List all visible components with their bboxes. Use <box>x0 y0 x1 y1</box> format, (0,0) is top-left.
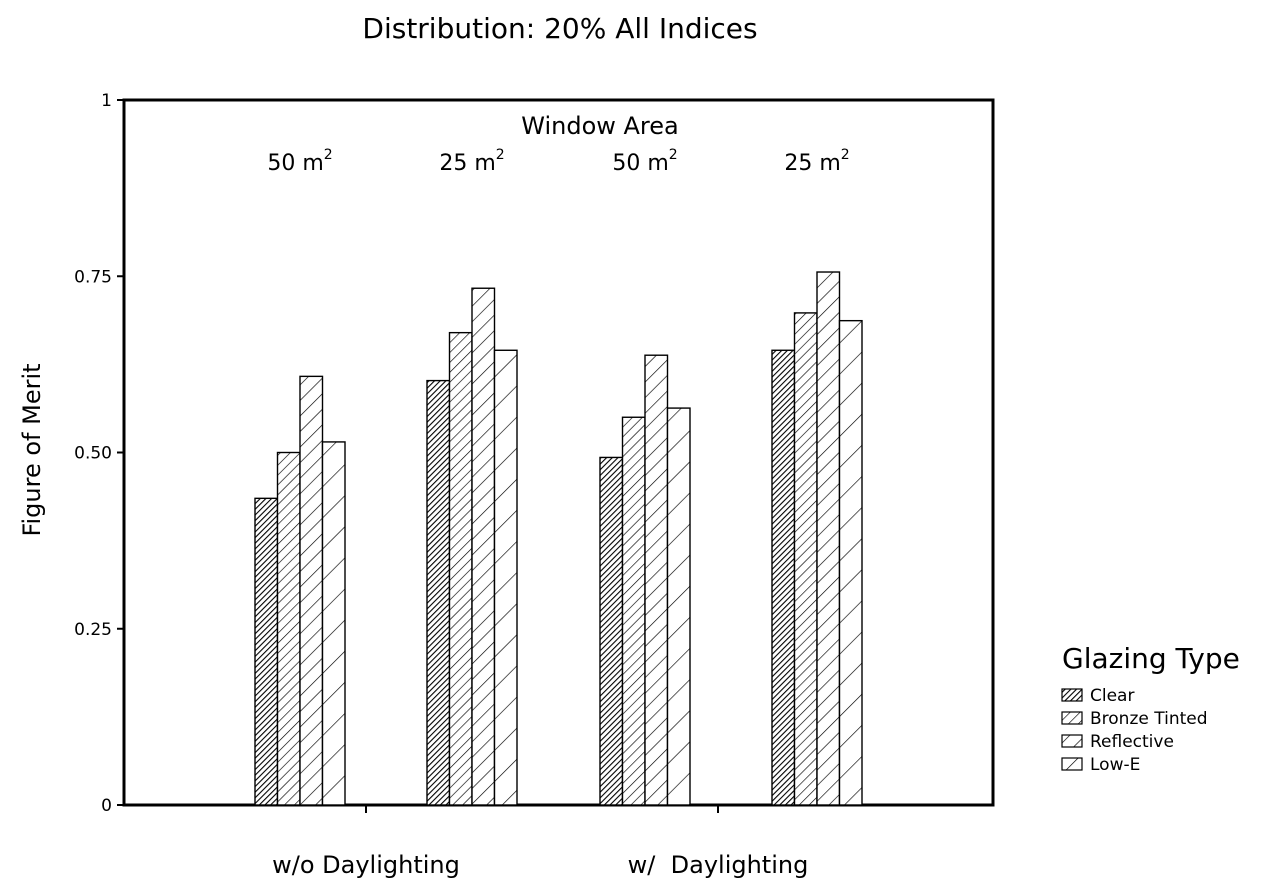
window-area-label-1: 50 m2 <box>267 147 332 176</box>
bar-low-e-4 <box>838 319 863 806</box>
bar-bronze-tinted-4 <box>793 312 818 806</box>
bar-clear-1 <box>254 497 279 806</box>
bar-low-e-3 <box>666 407 691 806</box>
y-tick-label-4: 1 <box>101 91 112 111</box>
legend-items: Clear Bronze Tinted Reflective Low-E <box>1061 686 1208 775</box>
legend-title: Glazing Type <box>1062 642 1240 675</box>
window-area-label-4: 25 m2 <box>784 147 849 176</box>
window-area-label-3: 50 m2 <box>612 147 677 176</box>
legend-swatch-1 <box>1061 688 1083 702</box>
group-label-without-daylighting: w/o Daylighting <box>272 851 460 879</box>
y-tick-label-2: 0.50 <box>74 444 112 464</box>
bar-bronze-tinted-1 <box>276 451 301 806</box>
group-label-with-daylighting: w/ Daylighting <box>628 851 809 879</box>
bar-reflective-1 <box>299 375 324 806</box>
window-area-labels: 50 m2 25 m2 50 m2 25 m2 <box>267 147 849 176</box>
bar-low-e-2 <box>493 349 518 806</box>
y-tick-label-0: 0 <box>101 796 112 816</box>
bar-clear-4 <box>771 349 796 806</box>
y-axis-ticks: 0 0.25 0.50 0.75 1 <box>74 91 124 816</box>
y-tick-label-3: 0.75 <box>74 267 112 287</box>
y-axis-label: Figure of Merit <box>18 363 46 536</box>
legend-label-2: Bronze Tinted <box>1090 709 1208 729</box>
top-axis-title: Window Area <box>521 112 679 140</box>
y-tick-label-1: 0.25 <box>74 620 112 640</box>
bar-reflective-4 <box>816 271 841 806</box>
legend-swatch-4 <box>1061 757 1083 771</box>
bar-series <box>254 271 863 813</box>
bar-reflective-2 <box>471 287 496 806</box>
legend: Glazing Type Clear Bronze Tinted Reflectiv… <box>1061 642 1240 775</box>
bar-clear-2 <box>426 379 451 806</box>
legend-label-1: Clear <box>1090 686 1134 706</box>
window-area-label-2: 25 m2 <box>439 147 504 176</box>
bar-clear-3 <box>599 456 624 806</box>
legend-swatch-3 <box>1061 734 1083 748</box>
legend-label-3: Reflective <box>1090 732 1174 752</box>
bar-reflective-3 <box>644 354 669 806</box>
bar-bronze-tinted-3 <box>621 416 646 806</box>
legend-label-4: Low-E <box>1090 755 1140 775</box>
chart-title: Distribution: 20% All Indices <box>362 12 757 45</box>
bar-bronze-tinted-2 <box>448 331 473 806</box>
bar-low-e-1 <box>321 441 346 806</box>
legend-swatch-2 <box>1061 711 1083 725</box>
